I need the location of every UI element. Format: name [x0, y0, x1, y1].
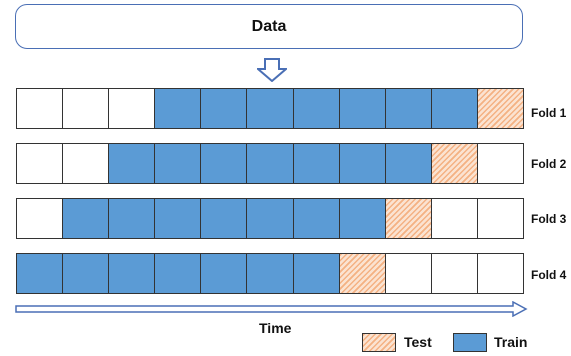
data-box: Data	[15, 4, 523, 49]
fold-2-cell-7-train	[293, 144, 340, 183]
fold-4-cell-2-train	[63, 254, 110, 293]
fold-4-cell-8-test	[339, 254, 386, 293]
fold-4-cell-10-unused	[431, 254, 478, 293]
fold-4-cell-9-unused	[385, 254, 432, 293]
fold-2-cell-11-unused	[477, 144, 524, 183]
fold-1-cell-1-unused	[17, 89, 64, 128]
fold-1-cell-3-unused	[109, 89, 156, 128]
data-box-label: Data	[251, 17, 287, 35]
fold-3-cell-10-unused	[431, 199, 478, 238]
fold-4-cell-11-unused	[477, 254, 524, 293]
fold-4-cell-4-train	[155, 254, 202, 293]
fold-1-cell-6-train	[247, 89, 294, 128]
fold-1-cell-10-train	[431, 89, 478, 128]
fold-2-cell-3-train	[109, 144, 156, 183]
fold-2-cell-9-train	[385, 144, 432, 183]
fold-1-cell-11-test	[477, 89, 524, 128]
fold-row-3	[16, 198, 524, 239]
fold-3-cell-8-train	[339, 199, 386, 238]
fold-row-2	[16, 143, 524, 184]
down-arrow-icon	[257, 58, 287, 82]
fold-1-cell-8-train	[339, 89, 386, 128]
fold-label-1: Fold 1	[531, 106, 567, 120]
fold-4-cell-1-train	[17, 254, 64, 293]
fold-2-cell-8-train	[339, 144, 386, 183]
fold-2-cell-1-unused	[17, 144, 64, 183]
fold-2-cell-4-train	[155, 144, 202, 183]
fold-1-cell-5-train	[201, 89, 248, 128]
legend-test-label: Test	[404, 334, 432, 350]
fold-3-cell-6-train	[247, 199, 294, 238]
fold-label-3: Fold 3	[531, 212, 567, 226]
fold-4-cell-6-train	[247, 254, 294, 293]
fold-label-4: Fold 4	[531, 268, 567, 282]
fold-3-cell-3-train	[109, 199, 156, 238]
fold-2-cell-5-train	[201, 144, 248, 183]
fold-1-cell-2-unused	[63, 89, 110, 128]
fold-3-cell-4-train	[155, 199, 202, 238]
fold-4-cell-5-train	[201, 254, 248, 293]
fold-2-cell-2-unused	[63, 144, 110, 183]
fold-row-4	[16, 253, 524, 294]
fold-3-cell-1-unused	[17, 199, 64, 238]
fold-4-cell-7-train	[293, 254, 340, 293]
fold-3-cell-2-train	[63, 199, 110, 238]
fold-1-cell-7-train	[293, 89, 340, 128]
fold-row-1	[16, 88, 524, 129]
fold-3-cell-5-train	[201, 199, 248, 238]
time-axis-label: Time	[259, 320, 292, 336]
fold-2-cell-6-train	[247, 144, 294, 183]
fold-label-2: Fold 2	[531, 157, 567, 171]
fold-1-cell-4-train	[155, 89, 202, 128]
fold-3-cell-11-unused	[477, 199, 524, 238]
legend-train-label: Train	[494, 334, 528, 350]
legend-train-swatch	[453, 333, 487, 352]
fold-3-cell-9-test	[385, 199, 432, 238]
fold-1-cell-9-train	[385, 89, 432, 128]
legend-test-swatch	[362, 333, 396, 352]
time-arrow-icon	[15, 301, 528, 317]
fold-3-cell-7-train	[293, 199, 340, 238]
fold-4-cell-3-train	[109, 254, 156, 293]
fold-2-cell-10-test	[431, 144, 478, 183]
